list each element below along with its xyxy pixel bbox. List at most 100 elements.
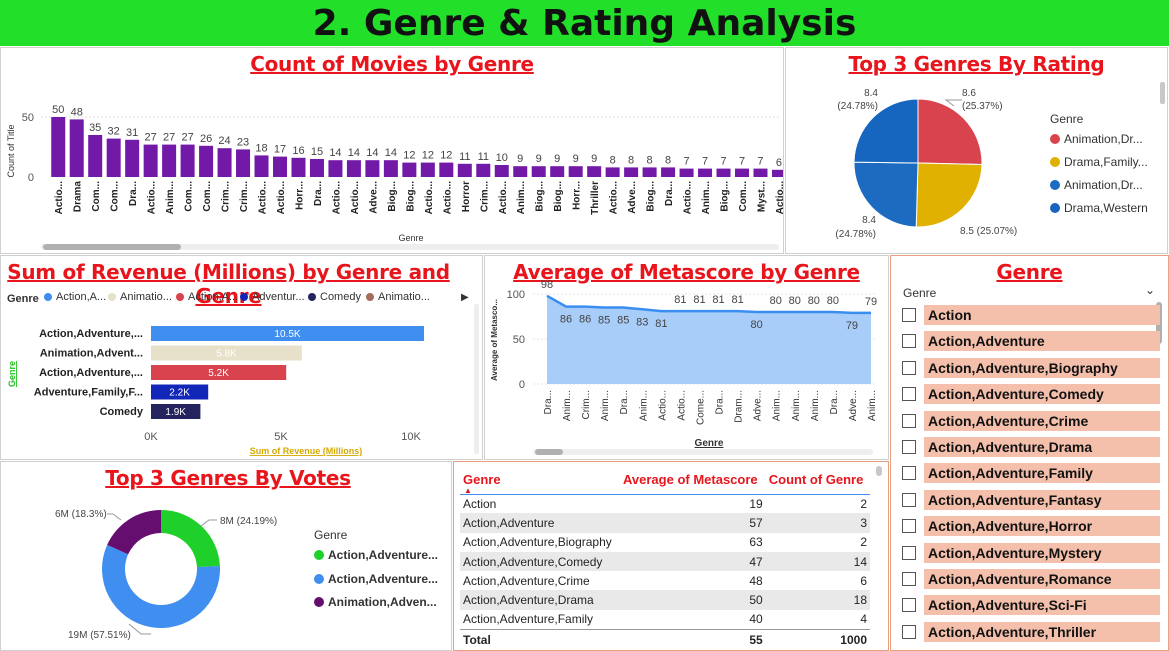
table-row[interactable]: Action,Adventure,Biography 63 2 (463, 535, 867, 550)
top3-rating-pie[interactable]: 8.6 (25.37%) 8.5 (25.07%) 8.4 (24.78%) 8.4 (24… (786, 48, 1168, 254)
revenue-legend-item[interactable]: Action,A... (44, 291, 106, 303)
votes-legend-item[interactable]: Action,Adventure... (314, 572, 438, 586)
table-total-row: Total 55 1000 (460, 628, 870, 651)
slicer-item[interactable]: Action,Adventure,Sci-Fi (902, 595, 1160, 616)
leader-line (944, 99, 962, 107)
table-row[interactable]: Action,Adventure,Crime 48 6 (463, 573, 867, 588)
slicer-header: Genre (903, 286, 937, 300)
data-label: 1.9K (165, 407, 186, 418)
slicer-item[interactable]: Action,Adventure (902, 331, 1160, 352)
revenue-panel[interactable]: Sum of Revenue (Millions) by Genre and G… (0, 255, 483, 460)
revenue-legend-item[interactable]: Animatio... (108, 291, 172, 303)
slicer-item[interactable]: Action (902, 305, 1160, 325)
revenue-legend-item[interactable]: Action,A... (176, 291, 238, 303)
checkbox[interactable] (902, 545, 916, 560)
genre-count-chart[interactable]: 50 0 Count of Title 50 Actio... 48 Drama 35 Com.… (1, 48, 784, 254)
votes-donut-chart[interactable]: 8M (24.19%) 19M (57.51%) 6M (18.3%) (1, 462, 452, 651)
slicer-item[interactable]: Action,Adventure,Biography (902, 357, 1160, 378)
data-label: 27 (181, 132, 193, 144)
votes-legend-item[interactable]: Action,Adventure... (314, 548, 438, 562)
rating-legend-item[interactable]: Animation,Dr... (1050, 132, 1143, 146)
checkbox[interactable] (902, 598, 916, 613)
table-row[interactable]: Action,Adventure 57 3 (460, 513, 870, 533)
bar (125, 139, 140, 177)
table-scrollbar[interactable] (876, 466, 882, 476)
leader-line (107, 513, 122, 521)
checkbox[interactable] (902, 387, 916, 402)
revenue-legend-item[interactable]: Animatio... (366, 291, 430, 303)
table-header-metascore[interactable]: Average of Metascore (620, 466, 766, 495)
checkbox[interactable] (902, 572, 916, 586)
revenue-legend-item[interactable]: Comedy (308, 291, 361, 303)
checkbox[interactable] (902, 519, 916, 534)
data-label: 8 (628, 154, 634, 166)
slicer-item[interactable]: Action,Adventure,Family (902, 463, 1160, 484)
metascore-panel[interactable]: Average of Metascore by Genre 100 50 0 98 Dr… (484, 255, 889, 460)
checkbox[interactable] (902, 308, 916, 322)
data-label: 85 (617, 315, 629, 327)
checkbox[interactable] (902, 360, 916, 375)
legend-label: Adventur... (252, 291, 305, 303)
sort-desc-icon[interactable]: ▲ (464, 486, 472, 495)
data-label: 12 (422, 150, 434, 162)
legend-next-icon[interactable]: ▶ (461, 292, 469, 303)
bar (550, 166, 565, 177)
table-header-count[interactable]: Count of Genre (765, 466, 870, 495)
bar (151, 365, 287, 380)
bar (402, 162, 417, 177)
slicer-item[interactable]: Action,Adventure,Fantasy (902, 489, 1160, 510)
slicer-title: Genre (996, 260, 1063, 284)
legend-label: Animatio... (378, 291, 430, 303)
slicer-item[interactable]: Action,Adventure,Crime (902, 410, 1160, 431)
slicer-item[interactable]: Action,Adventure,Romance (902, 569, 1160, 589)
metascore-area-chart[interactable]: 100 50 0 98 Dra... 86 Anim... 86 Crim... 85 Anim..… (485, 256, 889, 460)
checkbox[interactable] (902, 492, 916, 507)
slicer-item[interactable]: Action,Adventure,Horror (902, 516, 1160, 537)
table-row[interactable]: Action,Adventure,Comedy 47 14 (460, 551, 870, 572)
chevron-down-icon[interactable]: ⌄ (1145, 283, 1156, 297)
data-label: 14 (348, 147, 360, 159)
legend-dot-icon (314, 574, 324, 584)
rating-legend-title: Genre (1050, 112, 1084, 126)
table-row[interactable]: Action 19 2 (463, 496, 867, 511)
top3-rating-panel[interactable]: Top 3 Genres By Rating 8.6 (25.37%) 8.5 (2… (785, 47, 1168, 254)
checkbox[interactable] (902, 334, 916, 349)
legend-dot-icon (366, 293, 374, 301)
votes-panel[interactable]: Top 3 Genres By Votes 8M (24.19%) 19M (57… (0, 461, 452, 651)
slicer-item[interactable]: Action,Adventure,Drama (902, 437, 1160, 457)
data-label: 18 (255, 142, 267, 154)
x-tick-label: Anim... (772, 390, 783, 421)
x-tick-label: Anim... (701, 181, 712, 215)
votes-legend-item[interactable]: Animation,Adven... (314, 595, 437, 609)
metascore-table[interactable]: Genre ▲ Average of Metascore Count of Gen… (460, 466, 870, 651)
rating-legend-item[interactable]: Drama,Family... (1050, 155, 1148, 169)
table-row[interactable]: Action,Adventure,Family 40 4 (463, 612, 867, 627)
x-tick-label: Com... (202, 181, 213, 212)
table-header-genre[interactable]: Genre ▲ (460, 466, 620, 495)
data-label: 27 (145, 132, 157, 144)
rating-legend-item[interactable]: Animation,Dr... (1050, 178, 1143, 192)
legend-dot-icon (176, 293, 184, 301)
checkbox[interactable] (902, 413, 916, 428)
revenue-legend-item[interactable]: Adventur... (240, 291, 305, 303)
data-label: 83 (636, 316, 648, 328)
checkbox[interactable] (902, 466, 916, 481)
leader-line (128, 623, 151, 635)
slicer-item[interactable]: Action,Adventure,Mystery (902, 542, 1160, 563)
table-row[interactable]: Action,Adventure,Drama 50 18 (460, 590, 870, 610)
x-tick-label: Actio... (775, 181, 784, 215)
revenue-bar-chart[interactable]: Action,Adventure,... 10.5K Animation,Adven… (1, 256, 483, 460)
data-label: 11 (459, 151, 470, 163)
slicer-item[interactable]: Action,Adventure,Thriller (902, 621, 1160, 642)
x-tick-label: Biog... (405, 181, 416, 212)
data-label: 10.5K (274, 329, 300, 340)
y-axis-label: Genre (7, 361, 17, 387)
checkbox[interactable] (902, 440, 916, 454)
bar (151, 326, 424, 341)
bar (605, 167, 620, 177)
data-label: 80 (789, 295, 801, 307)
genre-count-panel[interactable]: Count of Movies by Genre 50 0 Count of Tit… (0, 47, 784, 254)
rating-legend-item[interactable]: Drama,Western (1050, 201, 1148, 215)
slicer-item[interactable]: Action,Adventure,Comedy (902, 384, 1160, 405)
checkbox[interactable] (902, 624, 916, 639)
